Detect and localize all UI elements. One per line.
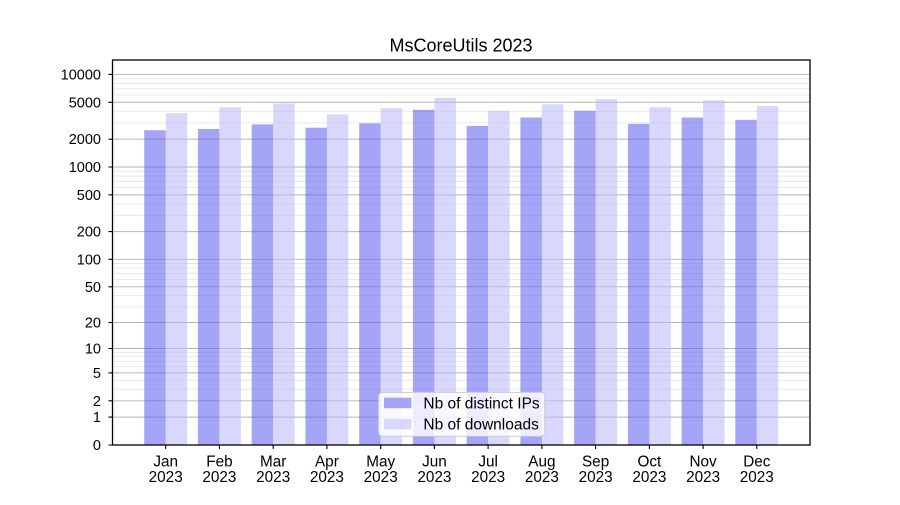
svg-text:200: 200 — [77, 225, 101, 241]
svg-text:1000: 1000 — [69, 160, 101, 176]
svg-text:2023: 2023 — [632, 469, 666, 486]
svg-text:2: 2 — [93, 394, 101, 410]
svg-text:Jan: Jan — [153, 453, 178, 470]
svg-text:2023: 2023 — [471, 469, 505, 486]
svg-text:Nov: Nov — [689, 453, 717, 470]
svg-text:500: 500 — [77, 188, 101, 204]
svg-text:2023: 2023 — [310, 469, 344, 486]
svg-text:Mar: Mar — [260, 453, 286, 470]
svg-text:10: 10 — [85, 342, 101, 358]
svg-text:MsCoreUtils 2023: MsCoreUtils 2023 — [389, 36, 532, 56]
svg-text:10000: 10000 — [61, 68, 101, 84]
svg-text:Oct: Oct — [638, 453, 663, 470]
svg-text:Aug: Aug — [528, 453, 555, 470]
svg-text:Jul: Jul — [478, 453, 498, 470]
svg-text:Sep: Sep — [582, 453, 609, 470]
svg-text:5: 5 — [93, 366, 101, 382]
svg-text:2000: 2000 — [69, 132, 101, 148]
svg-text:5000: 5000 — [69, 95, 101, 111]
svg-text:Nb of distinct IPs: Nb of distinct IPs — [423, 395, 540, 412]
svg-text:20: 20 — [85, 316, 101, 332]
svg-text:Apr: Apr — [315, 453, 339, 470]
svg-text:Feb: Feb — [206, 453, 232, 470]
svg-text:0: 0 — [93, 438, 101, 454]
svg-text:Jun: Jun — [422, 453, 447, 470]
svg-text:May: May — [366, 453, 395, 470]
svg-text:2023: 2023 — [149, 469, 183, 486]
svg-text:100: 100 — [77, 252, 101, 268]
svg-text:2023: 2023 — [256, 469, 290, 486]
svg-text:2023: 2023 — [525, 469, 559, 486]
svg-text:2023: 2023 — [740, 469, 774, 486]
svg-text:1: 1 — [93, 410, 101, 426]
svg-text:2023: 2023 — [202, 469, 236, 486]
svg-text:Dec: Dec — [743, 453, 771, 470]
svg-text:Nb of downloads: Nb of downloads — [423, 417, 539, 434]
svg-text:50: 50 — [85, 280, 101, 296]
svg-text:2023: 2023 — [417, 469, 451, 486]
svg-text:2023: 2023 — [686, 469, 720, 486]
svg-text:2023: 2023 — [579, 469, 613, 486]
svg-text:2023: 2023 — [364, 469, 398, 486]
